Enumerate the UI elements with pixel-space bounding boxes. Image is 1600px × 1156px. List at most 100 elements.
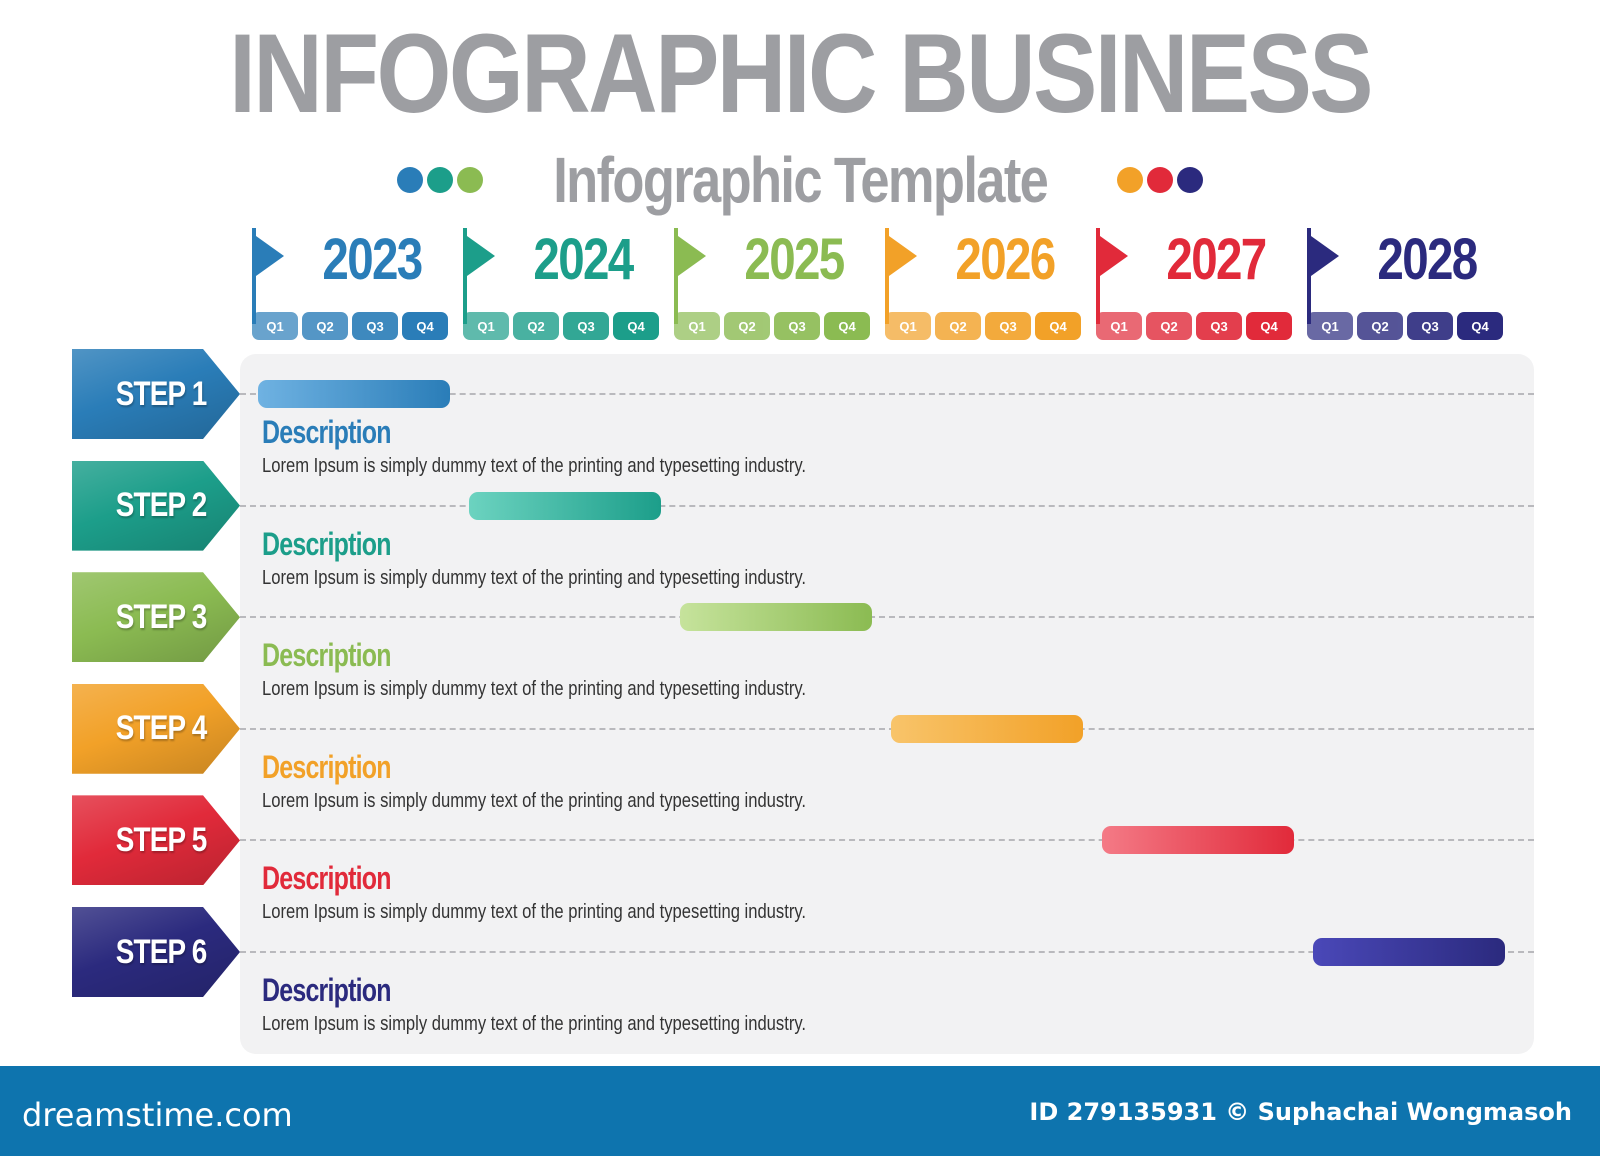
quarter-row: Q1 Q2 Q3 Q4	[463, 312, 659, 340]
flag-icon	[1100, 236, 1128, 276]
quarter-badge: Q3	[985, 312, 1031, 340]
timeline-panel	[240, 354, 1534, 1054]
row-guide-line	[240, 504, 1534, 507]
quarter-badge: Q3	[1407, 312, 1453, 340]
description-text: Lorem Ipsum is simply dummy text of the …	[262, 789, 807, 812]
step-label: STEP 6	[115, 932, 207, 971]
quarter-badge: Q2	[724, 312, 770, 340]
dot-decoration	[1177, 167, 1204, 193]
arrow-shade	[72, 349, 240, 439]
step-label: STEP 4	[115, 709, 207, 748]
arrow-shade	[72, 572, 240, 663]
description-text: Lorem Ipsum is simply dummy text of the …	[262, 1013, 807, 1035]
year-label: 2024	[533, 227, 634, 292]
step-label: STEP 1	[115, 374, 207, 413]
quarter-badge: Q2	[302, 312, 348, 340]
step-arrow	[72, 349, 240, 439]
dot-decoration	[1117, 167, 1144, 193]
timeline-bar	[258, 380, 450, 408]
quarter-row: Q1 Q2 Q3 Q4	[1096, 312, 1292, 340]
quarter-badge: Q3	[1196, 312, 1242, 340]
step-label: STEP 5	[115, 820, 207, 859]
quarter-badge: Q4	[1246, 312, 1292, 340]
quarter-badge: Q4	[1457, 312, 1503, 340]
quarter-badge: Q4	[824, 312, 870, 340]
dot-decoration	[456, 167, 483, 193]
arrow-shade	[72, 683, 240, 774]
arrow-shade	[72, 907, 240, 997]
step-arrow	[72, 907, 240, 997]
quarter-badge: Q4	[613, 312, 659, 340]
year-header-2024: 2024 Q1 Q2 Q3 Q4	[463, 228, 663, 342]
quarter-badge: Q1	[252, 312, 298, 340]
year-header-2026: 2026 Q1 Q2 Q3 Q4	[885, 228, 1085, 342]
dot-decoration	[1147, 167, 1174, 193]
year-label: 2023	[322, 227, 423, 292]
footer-bar: dreamstime.com ID 279135931 © Suphachai …	[0, 1066, 1600, 1156]
row-guide-line	[240, 727, 1534, 730]
step-label: STEP 3	[115, 597, 207, 636]
quarter-badge: Q1	[674, 312, 720, 340]
flag-pole	[463, 228, 467, 324]
quarter-badge: Q4	[1035, 312, 1081, 340]
quarter-row: Q1 Q2 Q3 Q4	[252, 312, 448, 340]
description-title: Description	[262, 525, 392, 562]
timeline-bar	[1102, 826, 1294, 855]
quarter-row: Q1 Q2 Q3 Q4	[1307, 312, 1503, 340]
flag-pole	[674, 228, 678, 324]
description-title: Description	[262, 637, 392, 674]
flag-pole	[1096, 228, 1100, 324]
timeline-bar	[1313, 938, 1505, 966]
quarter-badge: Q2	[1357, 312, 1403, 340]
quarter-badge: Q1	[1307, 312, 1353, 340]
flag-pole	[252, 228, 256, 324]
year-label: 2028	[1377, 227, 1478, 292]
timeline-bar	[469, 491, 661, 520]
year-header-2028: 2028 Q1 Q2 Q3 Q4	[1307, 228, 1507, 342]
description-title: Description	[262, 748, 392, 785]
description-text: Lorem Ipsum is simply dummy text of the …	[262, 455, 807, 477]
dot-decoration	[396, 167, 423, 193]
quarter-badge: Q1	[885, 312, 931, 340]
step-arrow	[72, 683, 240, 774]
quarter-badge: Q2	[513, 312, 559, 340]
arrow-shade	[72, 795, 240, 886]
quarter-badge: Q3	[563, 312, 609, 340]
timeline-bar	[680, 603, 872, 632]
quarter-row: Q1 Q2 Q3 Q4	[674, 312, 870, 340]
step-label: STEP 2	[115, 486, 207, 525]
quarter-badge: Q3	[774, 312, 820, 340]
row-guide-line	[240, 616, 1534, 619]
left-dots	[396, 167, 483, 193]
page-subtitle: Infographic Template	[553, 144, 1049, 216]
description-text: Lorem Ipsum is simply dummy text of the …	[262, 566, 807, 589]
row-guide-line	[240, 951, 1534, 953]
quarter-row: Q1 Q2 Q3 Q4	[885, 312, 1081, 340]
year-header-2023: 2023 Q1 Q2 Q3 Q4	[252, 228, 452, 342]
footer-credit: ID 279135931 © Suphachai Wongmasoh	[1029, 1098, 1572, 1126]
description-title: Description	[262, 414, 392, 450]
quarter-badge: Q2	[935, 312, 981, 340]
quarter-badge: Q1	[463, 312, 509, 340]
quarter-badge: Q2	[1146, 312, 1192, 340]
footer-brand[interactable]: dreamstime.com	[22, 1096, 293, 1134]
flag-icon	[467, 236, 495, 276]
right-dots	[1117, 167, 1204, 193]
flag-pole	[885, 228, 889, 324]
quarter-badge: Q3	[352, 312, 398, 340]
row-guide-line	[240, 393, 1534, 395]
step-arrow	[72, 795, 240, 886]
step-arrow	[72, 572, 240, 663]
dot-decoration	[426, 167, 453, 193]
flag-icon	[1311, 236, 1339, 276]
year-label: 2026	[955, 227, 1056, 292]
row-guide-line	[240, 839, 1534, 842]
flag-icon	[889, 236, 917, 276]
description-title: Description	[262, 860, 392, 897]
page-title: INFOGRAPHIC BUSINESS	[229, 11, 1373, 136]
description-text: Lorem Ipsum is simply dummy text of the …	[262, 678, 807, 701]
year-header-2025: 2025 Q1 Q2 Q3 Q4	[674, 228, 874, 342]
description-text: Lorem Ipsum is simply dummy text of the …	[262, 901, 807, 924]
subtitle-row: Infographic Template	[0, 140, 1600, 220]
quarter-badge: Q1	[1096, 312, 1142, 340]
